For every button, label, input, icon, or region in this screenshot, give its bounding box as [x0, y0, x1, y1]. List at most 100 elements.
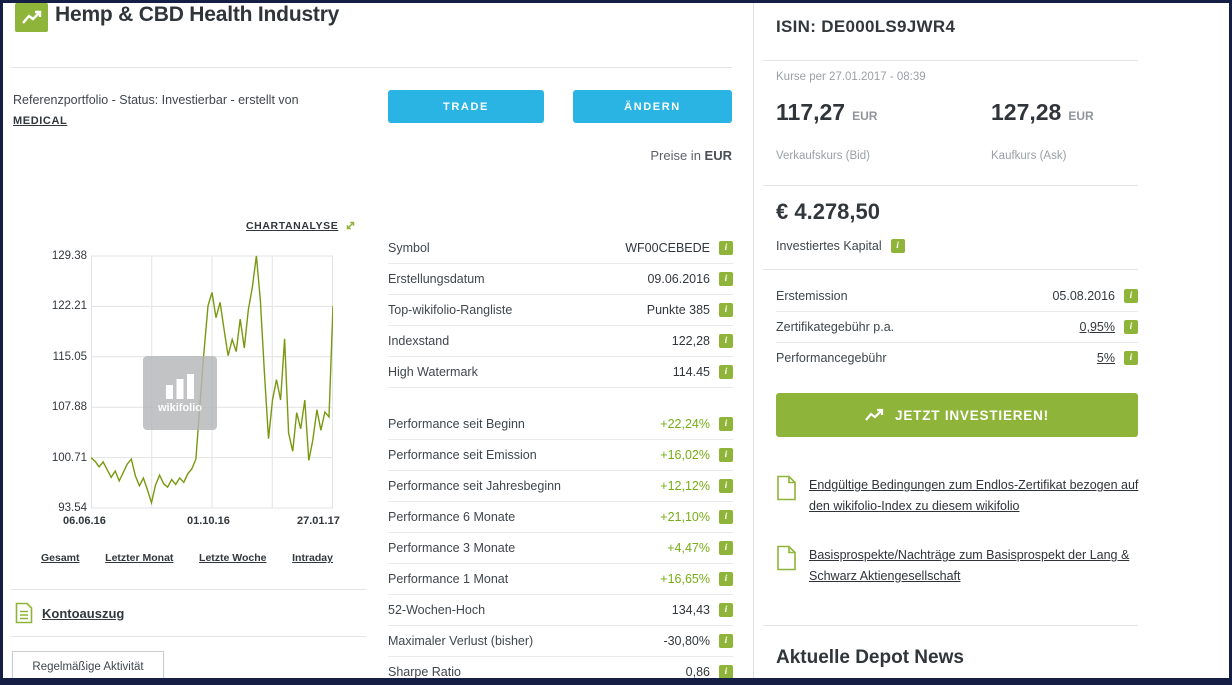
stat-row: Performance seit Beginn +22,24% i: [388, 409, 733, 440]
ask-currency: EUR: [1068, 109, 1094, 123]
stat-row: Erstellungsdatum 09.06.2016 i: [388, 264, 733, 295]
stat-label: Indexstand: [388, 334, 450, 348]
y-tick-label: 129.38: [51, 250, 87, 262]
stat-row: Performance 1 Monat +16,65% i: [388, 564, 733, 595]
ask-price: 127,28 EUR: [991, 99, 1094, 126]
fee-detail-value: 5%: [1096, 351, 1115, 365]
vertical-separator: [753, 3, 754, 678]
info-icon[interactable]: i: [719, 665, 733, 678]
stat-row: Indexstand 122,28 i: [388, 326, 733, 357]
stat-value: 09.06.2016: [647, 272, 710, 286]
info-icon[interactable]: i: [719, 448, 733, 462]
divider: [763, 269, 1138, 270]
stat-row: 52-Wochen-Hoch 134,43 i: [388, 595, 733, 626]
stat-label: Maximaler Verlust (bisher): [388, 634, 534, 648]
stats-group: Performance seit Beginn +22,24% i Performan…: [388, 409, 733, 679]
wikifolio-watermark: wikifolio: [143, 356, 217, 430]
info-icon[interactable]: i: [719, 603, 733, 617]
invest-now-button[interactable]: JETZT INVESTIEREN!: [776, 393, 1138, 437]
info-icon[interactable]: i: [719, 334, 733, 348]
invest-chart-icon: [865, 408, 884, 421]
chart-range-tab[interactable]: Gesamt: [41, 552, 80, 564]
bid-value: 117,27: [776, 99, 846, 125]
chart-range-tab[interactable]: Letzte Woche: [199, 552, 267, 564]
stat-value: +16,65%: [660, 572, 710, 586]
invested-capital-value: € 4.278,50: [776, 199, 880, 224]
prices-in-text: Preise in: [650, 148, 701, 163]
divider: [763, 625, 1138, 626]
stat-label: Performance 6 Monate: [388, 510, 516, 524]
fee-detail-label: Zertifikategebühr p.a.: [776, 320, 895, 334]
info-icon[interactable]: i: [719, 303, 733, 317]
x-label-end: 27.01.17: [297, 515, 340, 527]
info-icon[interactable]: i: [719, 479, 733, 493]
info-icon[interactable]: i: [890, 239, 905, 253]
stat-row: Symbol WF00CEBEDE i: [388, 233, 733, 264]
pdf-icon: [777, 545, 796, 571]
stat-label: Performance seit Jahresbeginn: [388, 479, 562, 493]
stat-label: Symbol: [388, 241, 430, 255]
info-icon[interactable]: i: [719, 241, 733, 255]
document-link[interactable]: Endgültige Bedingungen zum Endlos-Zertif…: [776, 475, 1144, 517]
price-chart[interactable]: wikifolio: [90, 250, 334, 514]
document-link[interactable]: Basisprospekte/Nachträge zum Basisprospe…: [776, 545, 1144, 587]
x-label-start: 06.06.16: [63, 515, 106, 527]
wikifolio-chart-icon: [15, 3, 48, 32]
stat-value: 122,28: [671, 334, 710, 348]
info-icon[interactable]: i: [719, 272, 733, 286]
trade-button[interactable]: TRADE: [388, 90, 544, 123]
info-icon[interactable]: i: [719, 541, 733, 555]
regular-activity-badge[interactable]: Regelmäßige Aktivität: [12, 651, 164, 678]
bid-label: Verkaufskurs (Bid): [776, 150, 870, 162]
stat-value: +22,24%: [660, 417, 710, 431]
fee-detail-value: 05.08.2016: [1052, 289, 1115, 303]
info-icon[interactable]: i: [1124, 320, 1138, 334]
stat-label: High Watermark: [388, 365, 478, 379]
info-icon[interactable]: i: [719, 417, 733, 431]
bid-price: 117,27 EUR: [776, 99, 877, 126]
stat-row: Performance seit Jahresbeginn +12,12% i: [388, 471, 733, 502]
stat-label: Performance 1 Monat: [388, 572, 509, 586]
info-icon[interactable]: i: [1124, 351, 1138, 365]
info-icon[interactable]: i: [1124, 289, 1138, 303]
fee-detail-row: Erstemission 05.08.2016 i: [776, 281, 1138, 312]
stat-value: +16,02%: [660, 448, 710, 462]
stat-row: Sharpe Ratio 0,86 i: [388, 657, 733, 679]
stat-row: Performance 3 Monate +4,47% i: [388, 533, 733, 564]
change-button[interactable]: ÄNDERN: [573, 90, 732, 123]
info-icon[interactable]: i: [719, 634, 733, 648]
invest-now-label: JETZT INVESTIEREN!: [895, 407, 1049, 423]
y-tick-label: 122.21: [51, 300, 87, 313]
creator-link[interactable]: MEDICAL: [13, 115, 68, 127]
info-icon[interactable]: i: [719, 365, 733, 379]
fee-details: Erstemission 05.08.2016 i Zertifikategebühr…: [776, 281, 1138, 373]
chartanalyse-link[interactable]: CHARTANALYSE: [246, 219, 357, 232]
page-title: Hemp & CBD Health Industry: [55, 3, 340, 26]
x-label-mid: 01.10.16: [187, 515, 230, 527]
kontoauszug-link[interactable]: Kontoauszug: [15, 602, 124, 624]
chart-range-tab[interactable]: Letzter Monat: [105, 552, 174, 564]
stat-label: Performance 3 Monate: [388, 541, 516, 555]
stat-label: Erstellungsdatum: [388, 272, 485, 286]
stat-row: High Watermark 114.45 i: [388, 357, 733, 388]
stat-label: 52-Wochen-Hoch: [388, 603, 486, 617]
fee-detail-row: Performancegebühr 5% i: [776, 343, 1138, 373]
info-icon[interactable]: i: [719, 572, 733, 586]
invested-capital-label: Investiertes Kapital i: [776, 239, 905, 253]
divider: [763, 60, 1138, 61]
depot-news-heading: Aktuelle Depot News: [776, 647, 964, 668]
document-link-text: Basisprospekte/Nachträge zum Basisprospe…: [809, 548, 1130, 583]
chart-range-tab[interactable]: Intraday: [292, 552, 333, 564]
expand-icon: [347, 221, 355, 230]
stat-value: -30,80%: [663, 634, 710, 648]
stat-value: 0,86: [685, 665, 710, 679]
chartanalyse-label: CHARTANALYSE: [246, 219, 339, 232]
info-icon[interactable]: i: [719, 510, 733, 524]
y-tick-label: 115.05: [52, 350, 87, 363]
fee-detail-value: 0,95%: [1079, 320, 1115, 334]
prices-in-currency: EUR: [704, 148, 732, 163]
divider: [763, 185, 1138, 186]
stat-row: Maximaler Verlust (bisher) -30,80% i: [388, 626, 733, 657]
divider: [11, 589, 366, 590]
